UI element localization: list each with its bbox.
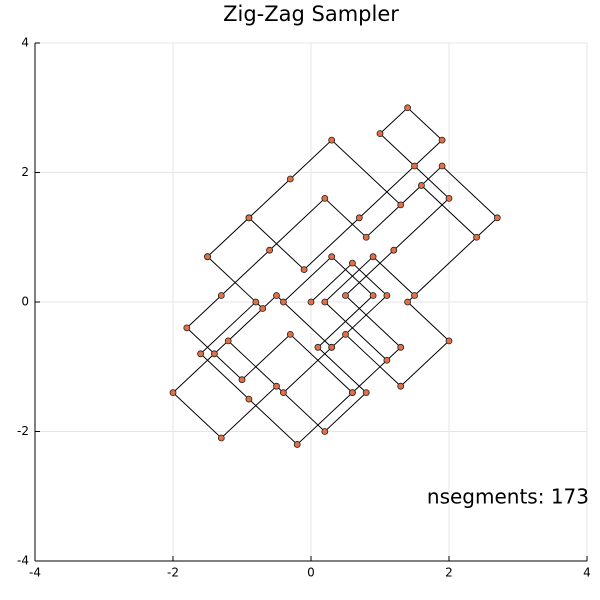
switch-point <box>404 298 412 306</box>
switch-point <box>252 298 260 306</box>
switch-point <box>224 337 232 345</box>
switch-point <box>204 253 211 261</box>
x-tick-label: -2 <box>167 566 179 580</box>
switch-point <box>383 292 391 299</box>
switch-point <box>445 337 453 345</box>
switch-point <box>321 428 329 435</box>
switch-point <box>245 214 253 222</box>
x-tick-label: -4 <box>29 566 41 580</box>
switch-point <box>286 175 294 183</box>
switch-point <box>321 298 329 306</box>
switch-point <box>197 350 205 358</box>
switch-point <box>217 434 225 442</box>
switch-point <box>259 305 267 312</box>
switch-point <box>411 292 418 299</box>
switch-point <box>266 246 274 254</box>
switch-point <box>238 376 246 384</box>
switch-point <box>273 292 280 299</box>
switch-point <box>279 389 287 397</box>
switch-point <box>493 214 501 222</box>
switch-point <box>307 298 315 306</box>
y-tick-label: -2 <box>17 424 29 438</box>
switch-point <box>348 389 356 397</box>
y-tick-label: -4 <box>17 554 29 568</box>
switch-point <box>210 350 218 358</box>
switch-point <box>273 382 280 390</box>
x-tick-label: 0 <box>307 566 315 580</box>
switch-point <box>411 162 418 170</box>
chart-title: Zig-Zag Sampler <box>223 2 399 26</box>
switch-point <box>355 214 363 222</box>
x-tick-label: 4 <box>583 566 591 580</box>
switch-point <box>328 136 336 144</box>
y-tick-label: 2 <box>21 165 29 179</box>
y-tick-label: 0 <box>21 295 29 309</box>
switch-point <box>314 343 322 351</box>
switch-point <box>183 324 191 332</box>
annotation: nsegments: 173 <box>427 485 589 509</box>
switch-point <box>438 136 446 144</box>
switch-point <box>279 298 287 306</box>
switch-point <box>217 292 225 299</box>
switch-point <box>445 194 453 202</box>
switch-point <box>397 382 405 390</box>
switch-point <box>404 104 412 112</box>
switch-point <box>438 162 446 170</box>
y-tick-label: 4 <box>21 36 29 50</box>
switch-point <box>390 246 398 254</box>
switch-point <box>362 233 370 241</box>
switch-point <box>369 253 377 261</box>
switch-point <box>417 182 425 189</box>
switch-point <box>342 330 349 338</box>
switch-point <box>300 266 308 274</box>
switch-point <box>348 259 356 267</box>
switch-point <box>376 130 384 138</box>
x-tick-label: 2 <box>445 566 453 580</box>
switch-point <box>342 292 349 299</box>
switch-point <box>369 292 377 299</box>
switch-point <box>321 194 329 202</box>
switch-point <box>328 343 336 351</box>
switch-point <box>397 201 405 209</box>
switch-point <box>245 395 253 403</box>
switch-point <box>397 343 405 351</box>
switch-point <box>293 441 301 448</box>
switch-point <box>383 356 391 364</box>
switch-point <box>328 253 336 261</box>
switch-point <box>473 233 481 241</box>
switch-point <box>362 389 370 397</box>
switch-point <box>286 330 294 338</box>
switch-point <box>169 389 177 397</box>
